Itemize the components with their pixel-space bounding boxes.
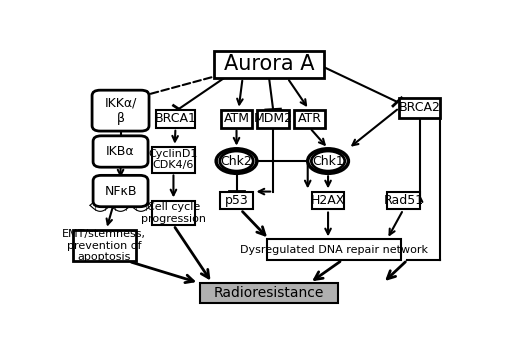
FancyBboxPatch shape [399, 98, 440, 118]
Text: Dysregulated DNA repair network: Dysregulated DNA repair network [240, 245, 428, 255]
FancyBboxPatch shape [257, 110, 289, 128]
Text: IKKα/
β: IKKα/ β [104, 97, 136, 125]
FancyBboxPatch shape [93, 136, 148, 167]
Text: p53: p53 [225, 194, 248, 207]
Text: NFκB: NFκB [104, 184, 137, 198]
FancyBboxPatch shape [295, 110, 325, 128]
FancyBboxPatch shape [156, 110, 195, 128]
Text: Chk2: Chk2 [220, 155, 253, 167]
Text: Aurora A: Aurora A [224, 54, 314, 74]
FancyBboxPatch shape [221, 110, 252, 128]
Text: BRCA1: BRCA1 [154, 112, 196, 125]
Text: CyclinD1
CDK4/6: CyclinD1 CDK4/6 [149, 149, 198, 171]
Text: EMT/stemness,
prevention of
apoptosis: EMT/stemness, prevention of apoptosis [62, 229, 146, 262]
FancyBboxPatch shape [152, 147, 195, 173]
Text: H2AX: H2AX [311, 194, 345, 207]
Text: MDM2: MDM2 [254, 112, 292, 125]
Ellipse shape [308, 149, 349, 173]
FancyBboxPatch shape [312, 192, 344, 210]
Ellipse shape [216, 149, 257, 173]
Text: ATM: ATM [224, 112, 249, 125]
Text: Radioresistance: Radioresistance [214, 286, 324, 300]
FancyBboxPatch shape [214, 51, 324, 78]
FancyBboxPatch shape [220, 192, 253, 210]
FancyBboxPatch shape [200, 283, 338, 303]
Text: Rad51: Rad51 [383, 194, 423, 207]
Ellipse shape [311, 151, 345, 171]
Text: BRCA2: BRCA2 [398, 101, 440, 114]
FancyBboxPatch shape [73, 230, 136, 261]
FancyBboxPatch shape [387, 192, 419, 210]
FancyBboxPatch shape [152, 201, 195, 225]
FancyBboxPatch shape [92, 90, 149, 131]
FancyBboxPatch shape [267, 239, 401, 260]
Ellipse shape [220, 151, 253, 171]
Text: Chk1: Chk1 [312, 155, 344, 167]
Text: ATR: ATR [298, 112, 322, 125]
Text: IKBα: IKBα [106, 145, 135, 158]
FancyBboxPatch shape [93, 175, 148, 207]
Text: Cell cycle
progression: Cell cycle progression [141, 202, 206, 224]
